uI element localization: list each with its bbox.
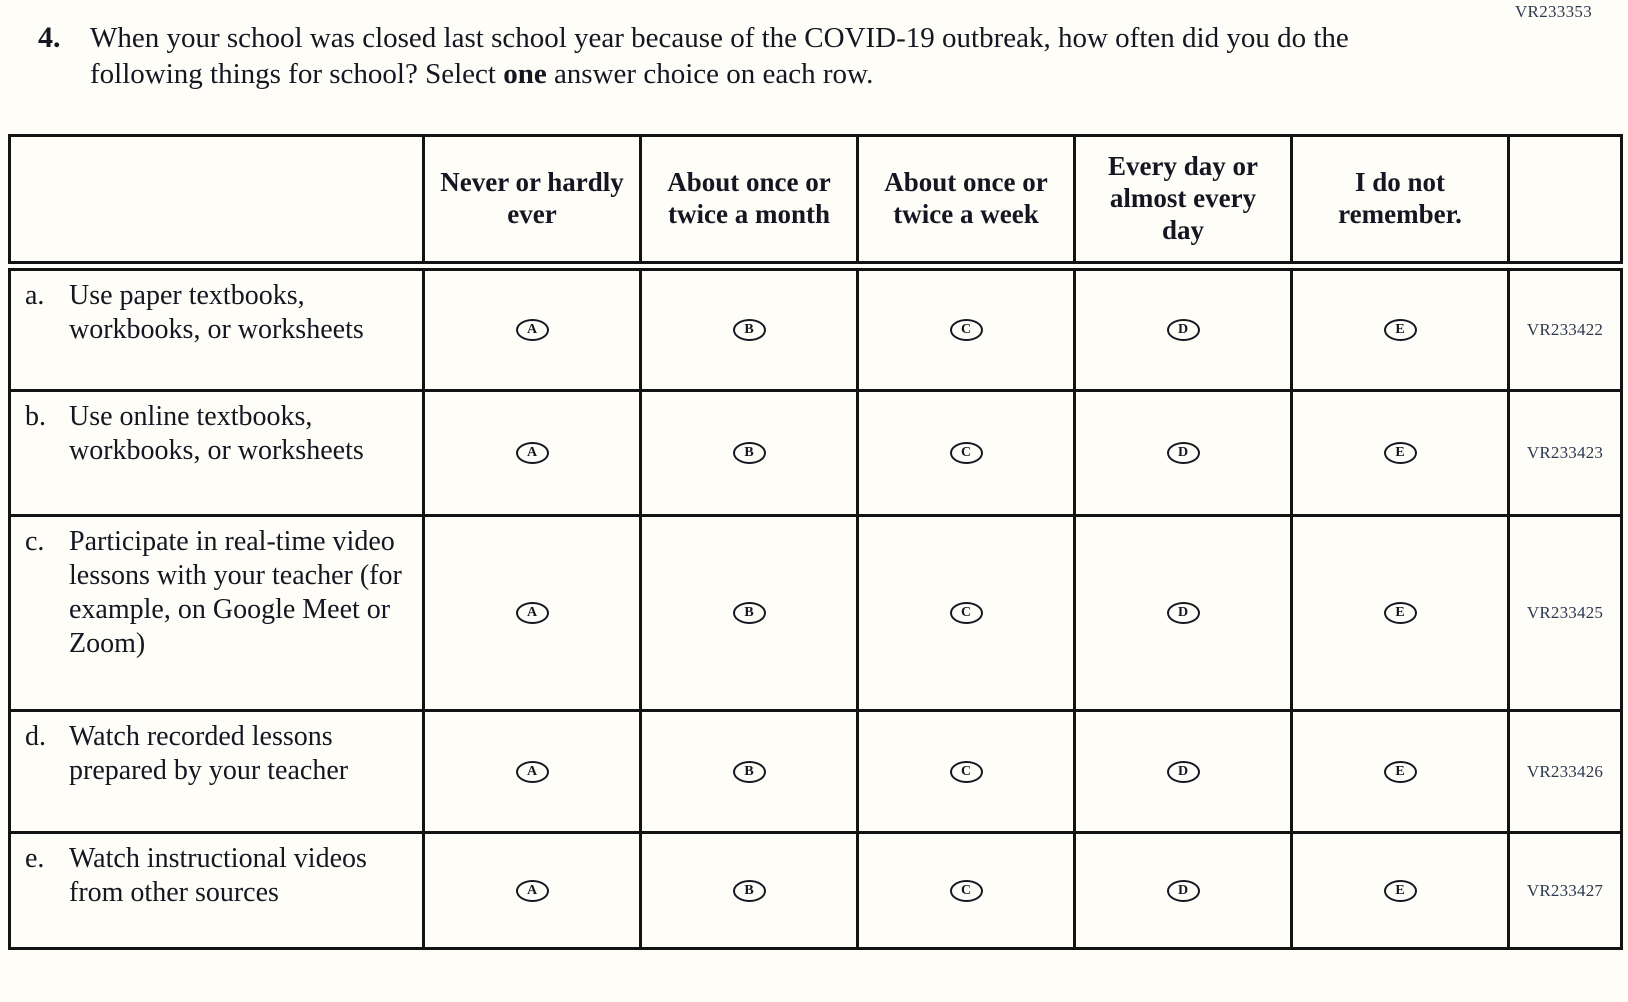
answer-bubble-c[interactable]: C (949, 879, 983, 902)
column-header-week: About once or twice a week (856, 134, 1076, 271)
column-header-everyday: Every day or almost every day (1073, 134, 1293, 271)
row-code: VR233425 (1507, 514, 1623, 712)
answer-cell-b-never: A (422, 389, 642, 517)
row-label: b. Use online textbooks, workbooks, or w… (8, 389, 425, 517)
question-bold-word: one (503, 58, 547, 90)
row-label: e. Watch instructional videos from other… (8, 831, 425, 950)
answer-bubble-a[interactable]: A (515, 318, 549, 341)
row-code: VR233427 (1507, 831, 1623, 950)
answer-cell-a-everyday: D (1073, 264, 1293, 392)
answer-cell-c-month: B (639, 514, 859, 712)
answer-cell-e-everyday: D (1073, 831, 1293, 950)
row-code: VR233423 (1507, 389, 1623, 517)
answer-bubble-b[interactable]: B (732, 760, 766, 783)
answer-bubble-b[interactable]: B (732, 879, 766, 902)
question-text-after: answer choice on each row. (546, 58, 874, 90)
row-code: VR233422 (1507, 264, 1623, 392)
answer-bubble-a[interactable]: A (515, 602, 549, 624)
table-row-d: d. Watch recorded lessons prepared by yo… (8, 709, 1623, 834)
header-empty-label (8, 134, 425, 271)
answer-cell-a-never: A (422, 264, 642, 392)
row-label-text: Watch recorded lessons prepared by your … (69, 721, 349, 786)
answer-cell-b-notremember: E (1290, 389, 1510, 517)
row-label: d. Watch recorded lessons prepared by yo… (8, 709, 425, 834)
response-table: Never or hardly ever About once or twice… (8, 134, 1623, 950)
answer-cell-c-week: C (856, 514, 1076, 712)
answer-cell-a-notremember: E (1290, 264, 1510, 392)
row-label-text: Use paper textbooks, workbooks, or works… (69, 279, 364, 345)
answer-bubble-c[interactable]: C (949, 602, 983, 624)
question-text-before: When your school was closed last school … (90, 22, 1349, 90)
answer-bubble-b[interactable]: B (732, 318, 766, 341)
answer-cell-e-never: A (422, 831, 642, 950)
answer-bubble-e[interactable]: E (1383, 442, 1417, 464)
row-label-text: Use online textbooks, workbooks, or work… (69, 401, 364, 466)
answer-cell-c-notremember: E (1290, 514, 1510, 712)
row-label: c. Participate in real-time video lesson… (8, 514, 425, 712)
answer-bubble-e[interactable]: E (1383, 879, 1417, 902)
header-empty-code (1507, 134, 1623, 271)
row-code: VR233426 (1507, 709, 1623, 834)
answer-bubble-c[interactable]: C (949, 318, 983, 341)
row-label: a. Use paper textbooks, workbooks, or wo… (8, 264, 425, 392)
answer-bubble-d[interactable]: D (1166, 879, 1200, 902)
answer-bubble-b[interactable]: B (732, 602, 766, 624)
answer-bubble-e[interactable]: E (1383, 602, 1417, 624)
answer-bubble-a[interactable]: A (515, 442, 549, 464)
row-letter: d. (25, 721, 46, 752)
column-header-month: About once or twice a month (639, 134, 859, 271)
question-text: When your school was closed last school … (90, 20, 1380, 92)
answer-cell-e-week: C (856, 831, 1076, 950)
answer-bubble-e[interactable]: E (1383, 760, 1417, 783)
table-row-a: a. Use paper textbooks, workbooks, or wo… (8, 264, 1623, 392)
answer-cell-b-week: C (856, 389, 1076, 517)
question-number: 4. (38, 21, 61, 54)
row-label-text: Participate in real-time video lessons w… (69, 526, 402, 659)
answer-bubble-d[interactable]: D (1166, 442, 1200, 464)
answer-bubble-a[interactable]: A (515, 879, 549, 902)
answer-cell-e-month: B (639, 831, 859, 950)
row-letter: a. (25, 279, 45, 311)
answer-bubble-a[interactable]: A (515, 760, 549, 783)
table-row-e: e. Watch instructional videos from other… (8, 831, 1623, 950)
answer-bubble-b[interactable]: B (732, 442, 766, 464)
answer-cell-c-never: A (422, 514, 642, 712)
answer-cell-c-everyday: D (1073, 514, 1293, 712)
answer-bubble-d[interactable]: D (1166, 318, 1200, 341)
answer-cell-e-notremember: E (1290, 831, 1510, 950)
answer-bubble-d[interactable]: D (1166, 760, 1200, 783)
answer-cell-d-never: A (422, 709, 642, 834)
table-row-b: b. Use online textbooks, workbooks, or w… (8, 389, 1623, 517)
header-row: Never or hardly ever About once or twice… (8, 134, 1623, 271)
answer-cell-d-notremember: E (1290, 709, 1510, 834)
question-block: 4. When your school was closed last scho… (0, 0, 1628, 92)
column-header-notremember: I do not remember. (1290, 134, 1510, 271)
answer-cell-d-week: C (856, 709, 1076, 834)
answer-bubble-d[interactable]: D (1166, 602, 1200, 624)
answer-bubble-c[interactable]: C (949, 442, 983, 464)
row-letter: b. (25, 401, 46, 432)
row-letter: c. (25, 526, 45, 557)
answer-cell-d-everyday: D (1073, 709, 1293, 834)
answer-cell-a-month: B (639, 264, 859, 392)
row-letter: e. (25, 843, 45, 874)
form-code: VR233353 (1514, 2, 1592, 21)
row-label-text: Watch instructional videos from other so… (69, 843, 367, 908)
answer-cell-b-everyday: D (1073, 389, 1293, 517)
column-header-never: Never or hardly ever (422, 134, 642, 271)
answer-bubble-e[interactable]: E (1383, 318, 1417, 341)
answer-cell-d-month: B (639, 709, 859, 834)
answer-cell-b-month: B (639, 389, 859, 517)
answer-bubble-c[interactable]: C (949, 760, 983, 783)
answer-cell-a-week: C (856, 264, 1076, 392)
table-row-c: c. Participate in real-time video lesson… (8, 514, 1623, 712)
